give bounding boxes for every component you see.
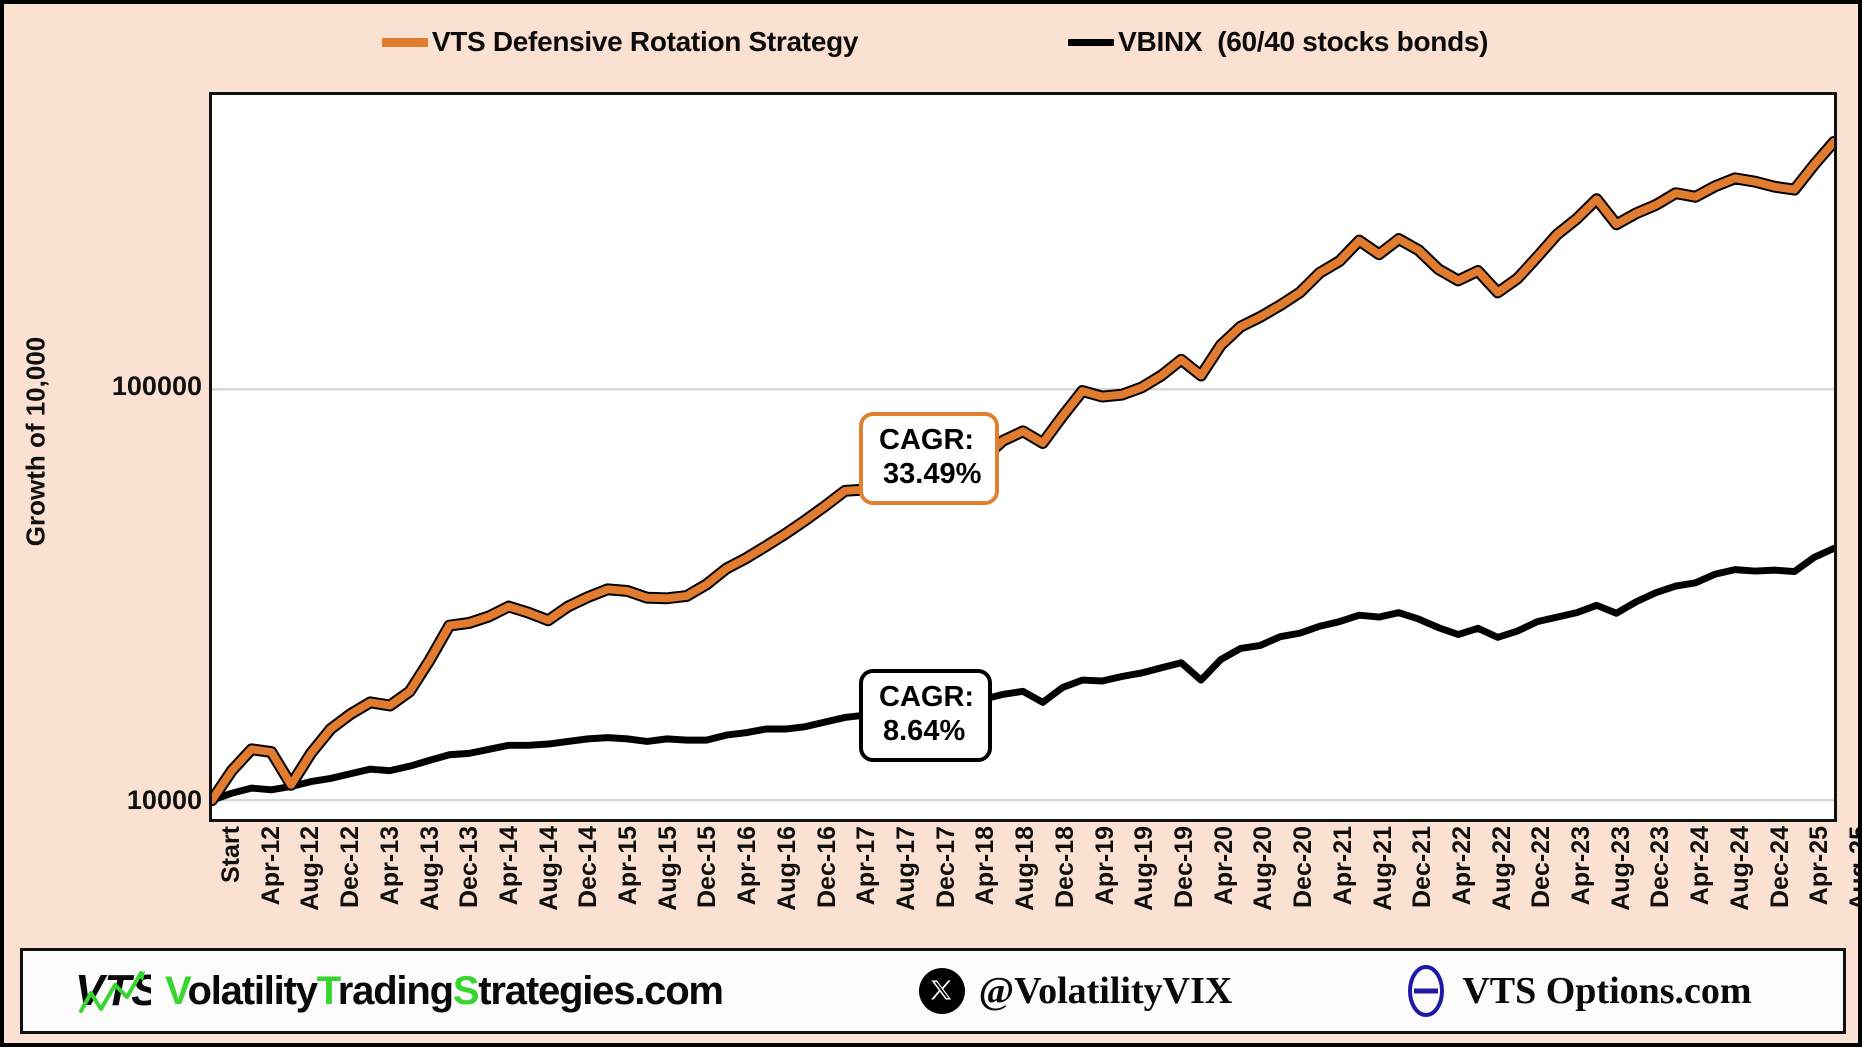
x-tick-label: Apr-21: [1328, 826, 1357, 906]
x-tick-label: Dec-19: [1169, 826, 1198, 908]
line-swatch-icon-strategy: [381, 37, 428, 47]
x-tick-label: Dec-12: [336, 826, 365, 908]
footer-options-label: VTS Options.com: [1462, 970, 1752, 1012]
x-tick-label: Start: [217, 826, 245, 883]
cagr-label-strategy: CAGR:: [879, 424, 975, 456]
legend-item-strategy: VTS Defensive Rotation Strategy: [381, 26, 859, 58]
x-tick-label: Apr-12: [256, 826, 285, 906]
x-tick-label: Dec-22: [1527, 826, 1556, 908]
y-axis-ticks: 100000 10000: [34, 4, 202, 1043]
x-tick-label: Dec-17: [931, 826, 960, 908]
series-line-strategy-outline: [212, 135, 1834, 807]
footer-brand[interactable]: VTS VolatilityTradingStrategies.com: [75, 965, 724, 1017]
x-tick-label: Aug-19: [1130, 826, 1159, 911]
legend-label-strategy: VTS Defensive Rotation Strategy: [431, 26, 859, 57]
x-tick-label: Apr-23: [1567, 826, 1596, 906]
y-tick-label-100000: 100000: [111, 370, 202, 401]
x-tick-label: Aug-21: [1368, 826, 1397, 911]
x-tick-label: Aug-23: [1606, 826, 1635, 911]
x-tick-label: Dec-18: [1050, 826, 1079, 908]
x-tick-label: Apr-17: [852, 826, 881, 906]
x-tick-label: Apr-18: [971, 826, 1000, 906]
x-tick-label: Aug-18: [1011, 826, 1040, 911]
x-tick-label: Apr-25: [1805, 826, 1834, 906]
footer-options[interactable]: VTS Options.com: [1404, 964, 1752, 1018]
x-tick-label: Dec-20: [1289, 826, 1318, 908]
x-tick-label: Dec-21: [1408, 826, 1437, 908]
cagr-value-benchmark: 8.64%: [883, 714, 966, 747]
x-tick-label: Aug-17: [892, 826, 921, 911]
footer-social[interactable]: @VolatilityVIX: [918, 968, 1233, 1014]
x-tick-label: Aug-15: [653, 826, 682, 911]
x-tick-label: Apr-14: [494, 826, 523, 906]
plot-area: [209, 92, 1837, 822]
x-tick-label: Aug-25: [1845, 826, 1862, 911]
series-lines: [212, 135, 1834, 807]
legend-label-benchmark: VBINX (60/40 stocks bonds): [1118, 26, 1489, 57]
theta-icon: [1404, 964, 1448, 1018]
x-tick-label: Apr-13: [375, 826, 404, 906]
cagr-annotation-strategy: CAGR: 33.49%: [859, 412, 1000, 506]
series-line-benchmark: [212, 544, 1834, 804]
x-tick-label: Apr-19: [1090, 826, 1119, 906]
x-tick-label: Aug-16: [772, 826, 801, 911]
x-tick-label: Dec-13: [455, 826, 484, 908]
series-line-strategy: [212, 137, 1834, 805]
cagr-label-benchmark: CAGR:: [879, 681, 975, 713]
x-tick-label: Aug-13: [415, 826, 444, 911]
x-tick-label: Apr-22: [1447, 826, 1476, 906]
legend-item-benchmark: VBINX (60/40 stocks bonds): [1068, 26, 1488, 58]
x-tick-label: Aug-22: [1487, 826, 1516, 911]
vts-logo-icon: VTS: [75, 965, 151, 1017]
x-tick-label: Dec-16: [812, 826, 841, 908]
x-tick-label: Apr-20: [1209, 826, 1238, 906]
footer-social-handle: @VolatilityVIX: [978, 970, 1233, 1012]
cagr-value-strategy: 33.49%: [883, 457, 982, 490]
x-tick-label: Aug-12: [296, 826, 325, 911]
chart-canvas: [212, 135, 1834, 807]
footer-bar: VTS VolatilityTradingStrategies.com @Vol…: [20, 948, 1846, 1034]
x-tick-label: Dec-14: [574, 826, 603, 908]
x-tick-label: Aug-20: [1249, 826, 1278, 911]
gridlines: [212, 388, 1834, 802]
y-tick-label-10000: 10000: [126, 785, 202, 816]
x-tick-label: Dec-23: [1646, 826, 1675, 908]
x-tick-label: Apr-16: [733, 826, 762, 906]
x-tick-label: Aug-14: [534, 826, 563, 911]
x-tick-label: Dec-24: [1765, 826, 1794, 908]
line-swatch-icon-benchmark: [1068, 38, 1115, 46]
x-tick-label: Dec-15: [693, 826, 722, 908]
x-tick-label: Apr-15: [614, 826, 643, 906]
x-tick-label: Apr-24: [1686, 826, 1715, 906]
chart-legend: VTS Defensive Rotation Strategy VBINX (6…: [4, 18, 1858, 66]
x-tick-label: Aug-24: [1725, 826, 1754, 911]
footer-brand-text: VolatilityTradingStrategies.com: [165, 968, 724, 1013]
cagr-annotation-benchmark: CAGR: 8.64%: [859, 669, 993, 763]
x-twitter-icon: [918, 968, 965, 1014]
